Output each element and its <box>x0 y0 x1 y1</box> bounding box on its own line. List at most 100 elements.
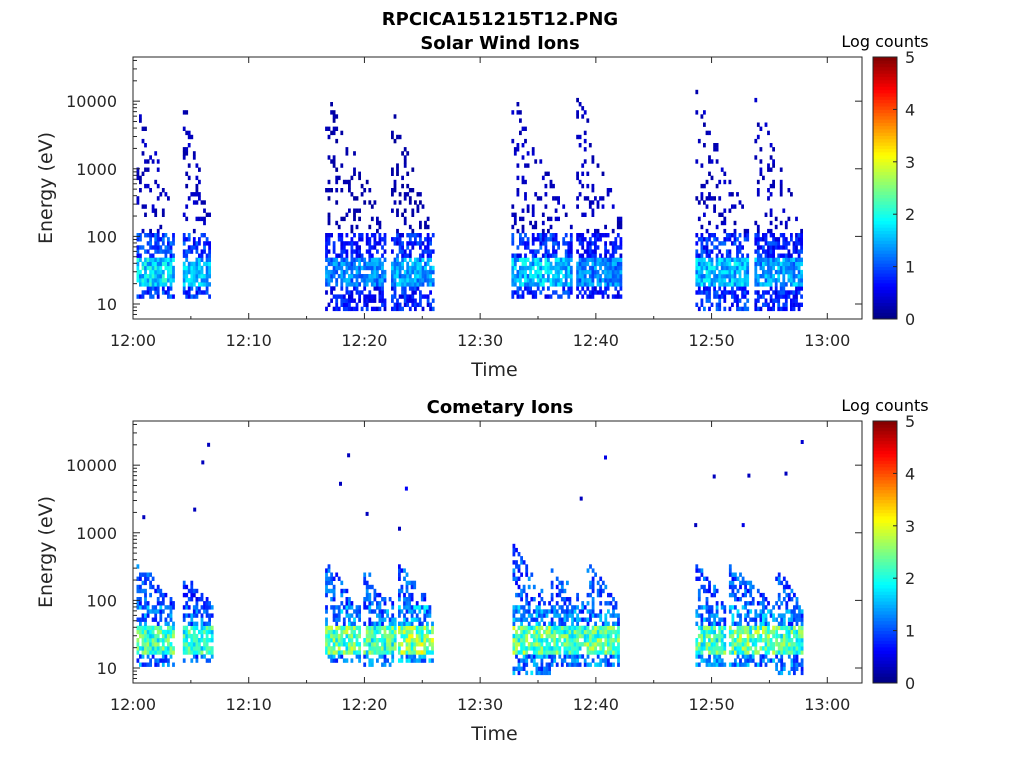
spectrogram-cell <box>744 658 747 663</box>
spectrogram-cell <box>746 278 750 283</box>
spectrogram-cell <box>350 642 354 647</box>
spectrogram-cell <box>408 294 412 299</box>
spectrogram-cell <box>713 654 716 659</box>
spectrogram-cell <box>210 629 214 635</box>
colorbar-segment <box>873 627 897 631</box>
spectrogram-cell <box>576 269 579 275</box>
spectrogram-cell <box>396 233 399 238</box>
spectrogram-cell <box>728 290 732 295</box>
spectrogram-cell <box>780 658 784 663</box>
spectrogram-cell <box>532 629 536 635</box>
spectrogram-cell <box>708 269 711 275</box>
spectrogram-cell <box>342 617 346 622</box>
spectrogram-cell <box>741 650 745 655</box>
spectrogram-cell <box>790 237 793 242</box>
spectrogram-cell <box>713 196 716 201</box>
spectrogram-cell <box>348 282 351 287</box>
spectrogram-cell <box>345 605 349 610</box>
spectrogram-cell <box>762 625 765 631</box>
spectrogram-cell <box>708 261 711 267</box>
spectrogram-cell <box>419 253 422 258</box>
spectrogram-cell <box>368 650 372 655</box>
spectrogram-cell <box>410 613 414 618</box>
spectrogram-cell <box>335 282 339 287</box>
spectrogram-cell <box>800 617 804 622</box>
spectrogram-cell <box>383 638 387 643</box>
spectrogram-cell <box>381 294 384 299</box>
spectrogram-cell <box>363 597 367 602</box>
spectrogram-cell <box>531 241 535 246</box>
spectrogram-cell <box>723 609 727 614</box>
spectrogram-cell <box>619 224 623 230</box>
spectrogram-cell <box>345 633 349 639</box>
spectrogram-cell <box>337 576 341 581</box>
spectrogram-cell <box>195 249 199 254</box>
spectrogram-cell <box>396 212 399 217</box>
spectrogram-cell <box>378 220 382 226</box>
spectrogram-cell <box>342 650 346 655</box>
spectrogram-cell <box>200 629 204 635</box>
spectrogram-cell <box>782 278 786 283</box>
spectrogram-cell <box>617 642 620 647</box>
spectrogram-cell <box>527 605 531 610</box>
spectrogram-cell <box>741 654 745 659</box>
colorbar-tick-label: 1 <box>905 622 915 641</box>
spectrogram-cell <box>431 642 434 647</box>
spectrogram-cell <box>731 613 735 618</box>
spectrogram-cell <box>617 662 620 667</box>
spectrogram-cell <box>557 269 560 275</box>
spectrogram-cell <box>358 617 361 622</box>
spectrogram-cell <box>373 633 377 639</box>
spectrogram-cell <box>743 302 747 307</box>
spectrogram-cell <box>607 633 610 639</box>
spectrogram-cell <box>731 241 734 246</box>
spectrogram-cell <box>363 605 367 610</box>
spectrogram-cell <box>426 650 429 655</box>
spectrogram-cell <box>429 302 432 307</box>
spectrogram-cell <box>419 200 422 205</box>
colorbar-segment <box>873 286 897 290</box>
spectrogram-cell <box>586 638 590 643</box>
spectrogram-cell <box>550 617 554 622</box>
spectrogram-cell <box>517 609 521 614</box>
spectrogram-cell <box>391 613 395 618</box>
spectrogram-cell <box>764 290 768 295</box>
spectrogram-cell <box>571 605 574 610</box>
colorbar-tick-label: 0 <box>905 310 915 329</box>
spectrogram-cell <box>616 269 620 275</box>
spectrogram-cell <box>401 286 404 291</box>
spectrogram-cell <box>541 274 545 279</box>
spectrogram-cell <box>378 282 382 287</box>
spectrogram-cell <box>355 286 359 291</box>
spectrogram-cell <box>543 621 546 626</box>
spectrogram-cell <box>200 650 204 655</box>
spectrogram-cell <box>370 646 374 651</box>
spectrogram-cell <box>536 257 540 262</box>
spectrogram-cell <box>554 237 558 242</box>
spectrogram-cell <box>715 642 719 647</box>
spectrogram-cell <box>348 642 351 647</box>
spectrogram-cell <box>567 294 571 299</box>
spectrogram-cell <box>182 617 186 622</box>
spectrogram-cell <box>368 253 372 258</box>
colorbar-segment <box>873 106 897 110</box>
colorbar-segment <box>873 168 897 173</box>
spectrogram-cell <box>182 233 186 238</box>
ion-cluster-8 <box>586 564 620 667</box>
spectrogram-cell <box>780 650 784 655</box>
spectrogram-cell <box>398 592 401 598</box>
colorbar-segment <box>873 489 897 494</box>
spectrogram-cell <box>695 646 699 651</box>
spectrogram-cell <box>151 204 155 209</box>
spectrogram-cell <box>345 613 349 618</box>
spectrogram-cell <box>797 278 801 283</box>
spectrogram-cell <box>695 568 699 573</box>
spectrogram-cell <box>569 257 573 262</box>
spectrogram-cell <box>536 237 540 242</box>
spectrogram-cell <box>723 257 727 262</box>
spectrogram-cell <box>762 282 765 287</box>
spectrogram-cell <box>401 151 404 156</box>
colorbar-segment <box>873 63 897 68</box>
spectrogram-cell <box>182 638 186 643</box>
colorbar-segment <box>873 529 897 533</box>
